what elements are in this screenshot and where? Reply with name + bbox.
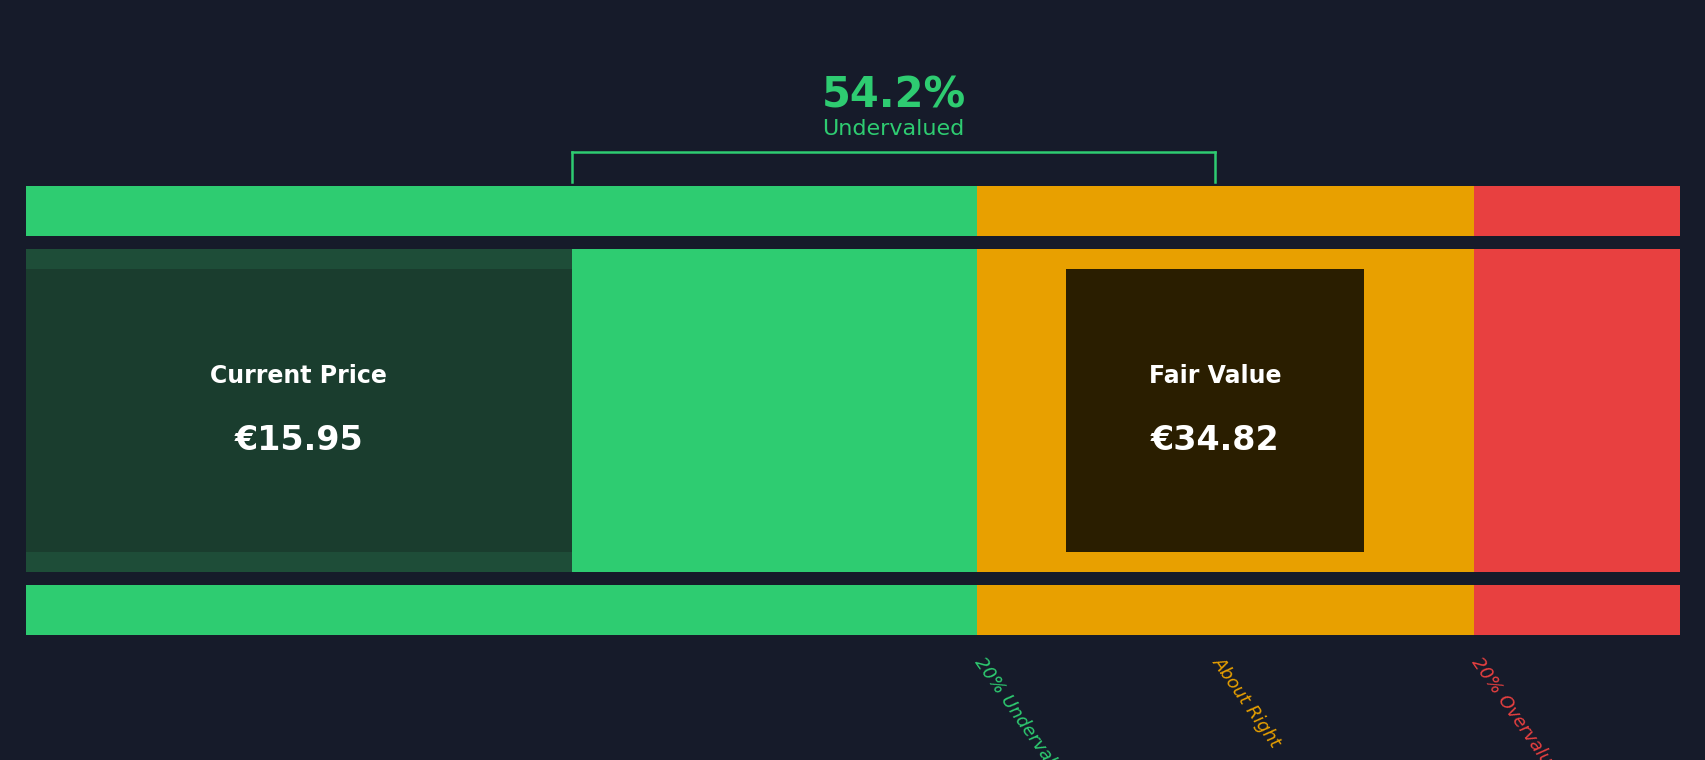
Text: €34.82: €34.82 (1151, 424, 1279, 458)
Text: About Right: About Right (1209, 654, 1284, 751)
Text: 20% Overvalued: 20% Overvalued (1466, 654, 1567, 760)
Text: €15.95: €15.95 (234, 424, 363, 458)
Text: 20% Undervalued: 20% Undervalued (970, 654, 1078, 760)
Text: Undervalued: Undervalued (822, 119, 963, 139)
Bar (1473, 186, 1679, 236)
Bar (977, 186, 1473, 236)
Bar (26, 268, 571, 553)
Text: 54.2%: 54.2% (820, 74, 965, 116)
Bar (26, 585, 977, 635)
Text: Fair Value: Fair Value (1149, 364, 1280, 388)
Text: Current Price: Current Price (210, 364, 387, 388)
Bar (977, 585, 1473, 635)
Bar (977, 249, 1473, 572)
Bar (571, 249, 977, 572)
Bar (1066, 268, 1364, 553)
Bar (26, 249, 571, 572)
Bar (1473, 249, 1679, 572)
Bar (1473, 585, 1679, 635)
Bar (26, 186, 977, 236)
